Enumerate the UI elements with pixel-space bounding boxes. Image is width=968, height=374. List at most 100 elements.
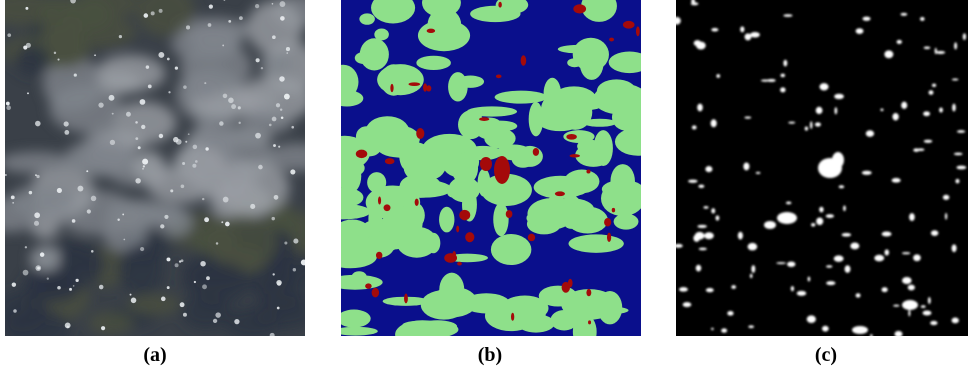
red-region: [426, 28, 436, 34]
speck: [33, 220, 40, 226]
speck: [291, 125, 295, 129]
white-spot: [956, 165, 967, 170]
red-region: [456, 225, 460, 233]
white-spot: [952, 103, 956, 112]
green-region: [371, 0, 416, 24]
red-region: [365, 283, 372, 289]
white-spot: [711, 208, 716, 214]
white-spot: [850, 242, 860, 250]
green-region: [583, 118, 617, 127]
speck: [141, 167, 145, 170]
white-spot: [819, 206, 824, 213]
red-region: [586, 169, 591, 174]
speck: [22, 269, 29, 276]
speck: [142, 158, 149, 165]
green-region: [558, 94, 593, 130]
white-spot: [865, 130, 875, 137]
texture-blob: [9, 184, 76, 216]
white-spot: [697, 103, 703, 112]
white-spot: [956, 130, 966, 133]
white-spot: [870, 334, 873, 336]
white-spot: [881, 287, 888, 293]
speck: [192, 163, 197, 168]
white-spot: [678, 287, 688, 292]
white-spot: [744, 116, 752, 119]
green-region: [381, 208, 423, 241]
red-region: [384, 158, 395, 165]
white-spot: [843, 205, 846, 212]
speck: [135, 121, 138, 124]
white-spot: [698, 247, 707, 251]
white-spot: [740, 26, 745, 33]
speck: [255, 58, 260, 63]
texture-blob: [94, 70, 142, 95]
speck: [135, 137, 139, 141]
white-spot: [900, 12, 908, 16]
green-region: [446, 253, 488, 263]
white-spot: [894, 330, 903, 336]
white-spot: [861, 170, 872, 175]
green-region: [439, 206, 455, 233]
white-spot: [749, 273, 753, 279]
white-spot: [944, 212, 948, 220]
red-region: [520, 55, 527, 66]
white-spot: [764, 221, 776, 229]
speck: [158, 52, 165, 58]
speck: [258, 164, 263, 170]
white-spot: [695, 264, 702, 272]
speck: [215, 242, 219, 245]
speck: [64, 130, 70, 135]
speck: [237, 106, 241, 110]
green-region: [494, 90, 548, 104]
speck: [271, 3, 274, 5]
texture-blob: [246, 0, 304, 55]
speck: [86, 170, 89, 173]
speck: [202, 197, 205, 201]
speck: [204, 217, 210, 223]
green-region: [341, 203, 371, 220]
speck: [137, 146, 141, 150]
speck: [254, 4, 260, 9]
speck: [28, 190, 33, 195]
texture-blob: [14, 45, 51, 77]
red-region: [609, 37, 615, 42]
white-spot: [880, 108, 884, 112]
red-region: [606, 232, 612, 242]
red-region: [611, 207, 616, 213]
speck: [174, 66, 179, 70]
panel-b-image: [341, 0, 641, 336]
red-region: [375, 251, 383, 260]
red-region: [495, 74, 502, 79]
speck: [222, 93, 228, 99]
speck: [164, 214, 169, 219]
texture-blob: [263, 143, 305, 172]
speck: [180, 259, 184, 263]
speck: [23, 45, 28, 50]
speck: [101, 326, 106, 331]
panel-label: (a): [143, 344, 166, 366]
speck: [205, 147, 209, 151]
green-region: [368, 202, 383, 236]
white-spot: [834, 93, 844, 100]
green-region: [581, 0, 617, 22]
white-spot: [796, 290, 807, 296]
white-spot: [832, 152, 844, 168]
speck: [70, 0, 76, 4]
green-region: [568, 234, 624, 253]
white-spot: [748, 325, 755, 329]
speck: [5, 173, 7, 176]
speck: [268, 123, 272, 127]
red-region: [426, 85, 432, 92]
speck: [269, 332, 275, 336]
speck: [272, 35, 276, 40]
speck: [221, 221, 224, 224]
texture-blob: [193, 125, 225, 151]
red-region: [479, 117, 490, 121]
red-region: [588, 320, 592, 325]
white-spot: [731, 285, 737, 289]
white-spot: [676, 243, 683, 248]
speck: [231, 104, 237, 110]
white-spot: [787, 261, 796, 267]
white-spot: [703, 206, 709, 209]
mask-spots: [676, 0, 967, 336]
